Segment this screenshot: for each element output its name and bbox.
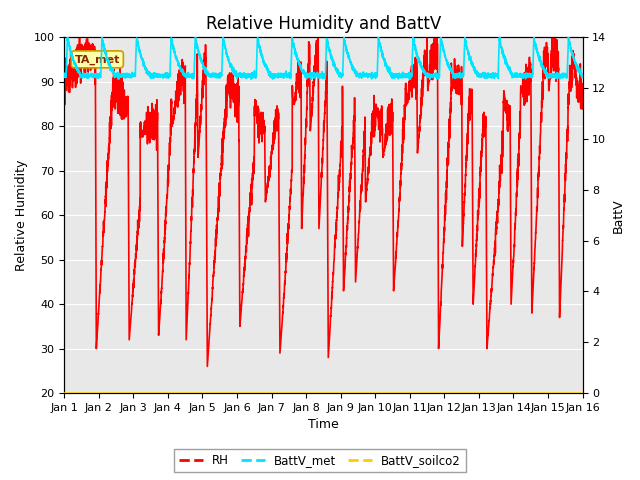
Title: Relative Humidity and BattV: Relative Humidity and BattV [206, 15, 441, 33]
X-axis label: Time: Time [308, 419, 339, 432]
Y-axis label: Relative Humidity: Relative Humidity [15, 159, 28, 271]
Legend: RH, BattV_met, BattV_soilco2: RH, BattV_met, BattV_soilco2 [175, 449, 465, 472]
Y-axis label: BattV: BattV [612, 198, 625, 232]
Text: TA_met: TA_met [75, 54, 120, 64]
